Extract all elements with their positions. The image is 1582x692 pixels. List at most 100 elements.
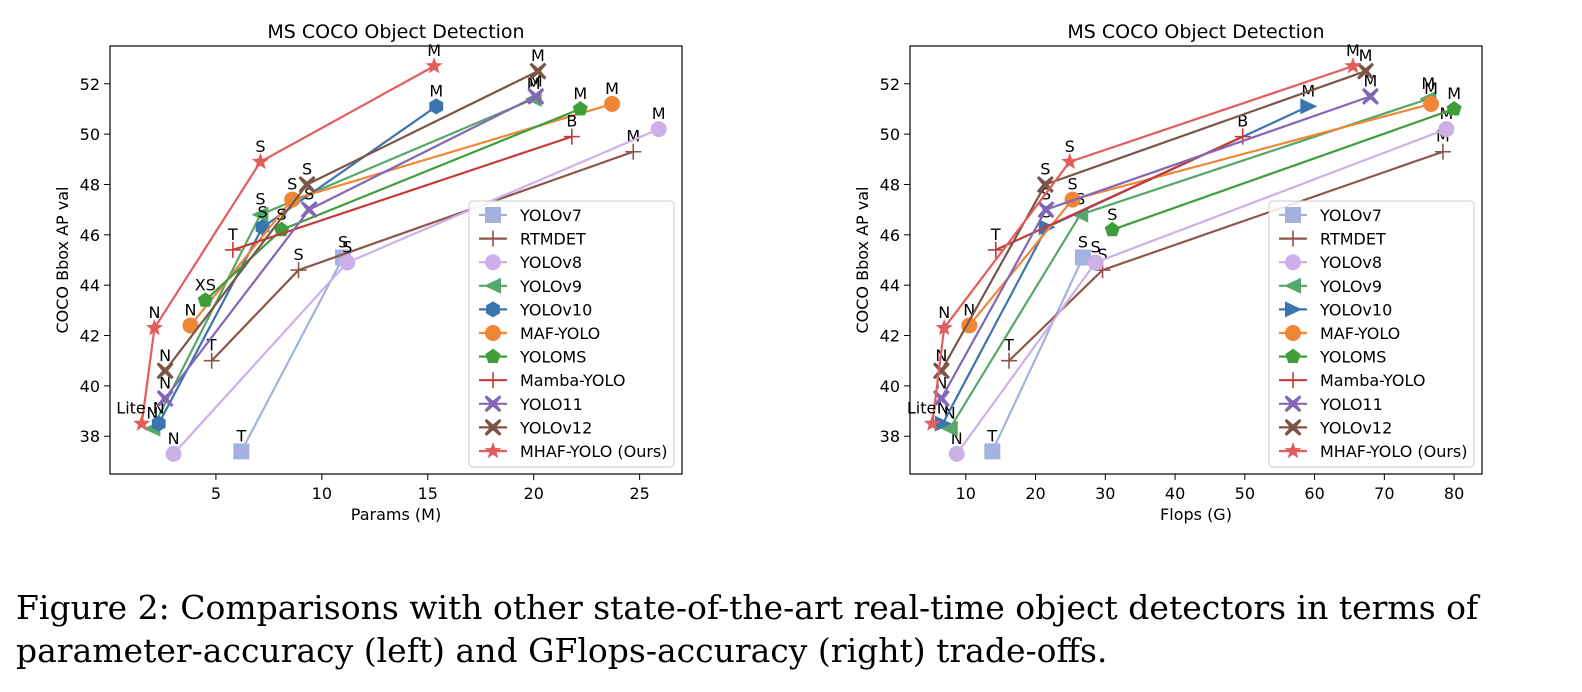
legend-item-yoloms: YOLOMS [1279, 348, 1386, 367]
flops-accuracy-chart: MS COCO Object Detection Flops (G) COCO Bb… [853, 21, 1483, 524]
point-label: M [1421, 74, 1435, 93]
data-point [1438, 121, 1455, 138]
point-label: S [1065, 137, 1075, 156]
y-tick-label: 52 [80, 75, 100, 94]
series-yoloms: SM [1104, 84, 1462, 237]
y-tick-label: 40 [80, 377, 100, 396]
point-label: T [206, 336, 217, 355]
data-point [625, 143, 642, 160]
legend-marker [1285, 372, 1301, 389]
x-axis-label: Flops (G) [1160, 505, 1232, 524]
series-yolov8: NSM [948, 104, 1455, 462]
point-label: S [342, 238, 352, 257]
point-label: S [1067, 175, 1077, 194]
legend-label: MAF-YOLO [520, 324, 600, 343]
legend-label: MHAF-YOLO (Ours) [520, 442, 668, 461]
data-point [165, 445, 182, 462]
y-tick-label: 38 [80, 427, 100, 446]
series-yolov8: N S M [165, 104, 667, 462]
x-tick-label: 70 [1374, 484, 1394, 503]
point-label: M [531, 46, 545, 65]
point-label: Lite [116, 399, 145, 418]
data-point [251, 152, 269, 170]
point-label: M [1346, 41, 1360, 60]
legend-item-mamba-yolo: Mamba-YOLO [479, 371, 625, 390]
point-label: M [527, 74, 541, 93]
data-point [948, 445, 965, 462]
point-label: M [1447, 84, 1461, 103]
x-tick-label: 10 [312, 484, 332, 503]
y-tick-label: 40 [880, 377, 900, 396]
legend-label: RTMDET [520, 230, 586, 249]
legend-label: YOLOv8 [1319, 253, 1382, 272]
legend-label: YOLOv12 [519, 418, 592, 437]
legend-marker [485, 230, 501, 247]
y-axis-label: COCO Bbox AP val [53, 187, 72, 334]
legend-marker [484, 442, 502, 459]
y-tick-label: 52 [880, 75, 900, 94]
data-point [429, 98, 444, 115]
series-line [157, 105, 437, 425]
plot-frame [109, 45, 683, 475]
y-tick-label: 50 [80, 125, 100, 144]
x-tick-label: 30 [1095, 484, 1115, 503]
series-line [941, 105, 1309, 425]
y-tick-label: 48 [880, 175, 900, 194]
data-point [298, 175, 316, 193]
data-point [604, 95, 621, 112]
point-label: S [338, 232, 348, 251]
legend-marker [485, 207, 501, 223]
data-point [650, 121, 667, 138]
point-label: N [153, 399, 165, 418]
point-label: T [990, 225, 1001, 244]
legend-marker [1285, 254, 1301, 271]
data-point [1361, 87, 1379, 105]
point-label: M [652, 104, 666, 123]
legend-label: YOLOMS [519, 348, 586, 367]
y-tick-label: 44 [880, 276, 900, 295]
series-mamba-yolo: TB [224, 112, 580, 258]
data-point [940, 420, 958, 437]
params-accuracy-chart: MS COCO Object Detection Params (M) COCO B… [53, 21, 683, 524]
point-label: M [1359, 46, 1373, 65]
x-tick-label: 50 [1235, 484, 1255, 503]
legend-item-yolov9: YOLOv9 [479, 277, 582, 296]
legend-item-rtmdet: RTMDET [479, 230, 586, 249]
legend-label: MHAF-YOLO (Ours) [1320, 442, 1468, 461]
series-line [140, 65, 435, 424]
legend: YOLOv7 RTMDET YOLOv8 YOLOv9 YOLOv10 MAF-YOLO Y… [468, 200, 675, 468]
point-label: N [185, 300, 197, 319]
legend-item-yolov12: YOLOv12 [1279, 418, 1392, 437]
point-label: S [1040, 159, 1050, 178]
point-label: N [146, 404, 158, 423]
data-point [1001, 352, 1018, 369]
point-label: S [255, 137, 265, 156]
data-point [156, 389, 174, 407]
x-tick-label: 80 [1444, 484, 1464, 503]
legend-item-yolov7: YOLOv7 [1279, 206, 1382, 225]
point-label: N [951, 429, 963, 448]
y-axis-label: COCO Bbox AP val [853, 187, 872, 334]
legend-marker [1284, 395, 1302, 413]
series-yolov7: TS [984, 232, 1091, 460]
legend-marker [1285, 325, 1301, 341]
data-point [233, 443, 250, 460]
point-label: N [149, 303, 161, 322]
y-tick-label: 48 [80, 175, 100, 194]
data-point [284, 191, 301, 208]
data-point [932, 362, 950, 380]
point-label: N [937, 399, 949, 418]
data-point [984, 443, 1001, 460]
x-tick-label: 20 [1025, 484, 1045, 503]
data-point [527, 87, 545, 105]
point-label: S [1107, 205, 1117, 224]
legend-label: Mamba-YOLO [1320, 371, 1425, 390]
legend-item-rtmdet: RTMDET [1279, 230, 1386, 249]
data-point [224, 241, 241, 258]
data-point [145, 318, 164, 336]
legend-item-yolov10: YOLOv10 [479, 300, 592, 319]
y-tick-label: 38 [880, 427, 900, 446]
data-point [1104, 221, 1120, 237]
data-point [563, 128, 580, 145]
